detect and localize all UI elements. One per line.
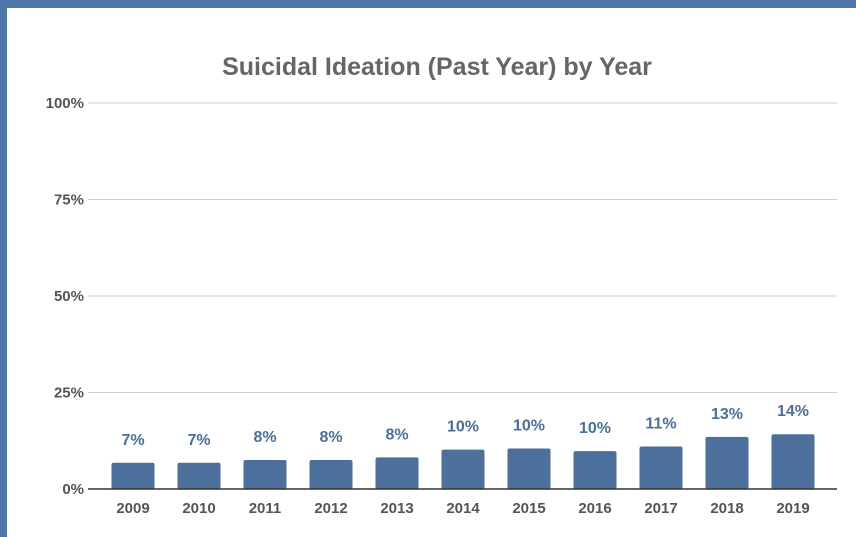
bar-2009 <box>111 462 155 489</box>
data-label-2010: 7% <box>187 432 210 449</box>
bar-2014 <box>441 449 485 489</box>
bar-2011 <box>243 460 287 489</box>
y-tick-label: 100% <box>46 95 84 112</box>
x-tick-label-2010: 2010 <box>182 500 215 517</box>
x-tick-label-2011: 2011 <box>249 500 282 517</box>
bar-2012 <box>309 460 353 489</box>
y-axis-tick-labels: 0% 25% 50% 75% 100% <box>46 95 84 498</box>
bar-2010 <box>177 462 221 489</box>
x-axis-tick-labels: 2009 2010 2011 2012 2013 2014 2015 2016 2017 2018… <box>116 500 809 517</box>
x-tick-label-2013: 2013 <box>380 500 413 517</box>
bar-2018 <box>705 436 749 489</box>
data-label-2016: 10% <box>579 420 611 437</box>
y-tick-label: 50% <box>54 288 84 305</box>
x-tick-label-2014: 2014 <box>446 500 480 517</box>
x-tick-label-2015: 2015 <box>512 500 545 517</box>
y-tick-label: 75% <box>54 192 84 209</box>
y-tick-label: 25% <box>54 385 84 402</box>
data-label-2012: 8% <box>319 429 342 446</box>
data-label-2013: 8% <box>385 426 408 443</box>
data-label-2015: 10% <box>513 417 545 434</box>
bar-chart: Suicidal Ideation (Past Year) by Year 0%… <box>46 53 837 517</box>
bar-2019 <box>771 434 815 489</box>
data-label-2014: 10% <box>447 419 479 436</box>
chart-title: Suicidal Ideation (Past Year) by Year <box>222 53 652 81</box>
bar-2017 <box>639 446 683 489</box>
gridlines <box>88 102 837 393</box>
bar-2015 <box>507 448 551 489</box>
bars <box>111 434 815 489</box>
x-tick-label-2017: 2017 <box>644 500 677 517</box>
x-tick-label-2012: 2012 <box>314 500 347 517</box>
bar-2013 <box>375 457 419 489</box>
data-label-2018: 13% <box>711 406 743 423</box>
data-labels: 7% 7% 8% 8% 8% 10% 10% 10% 11% 13% 14% <box>121 403 809 449</box>
data-label-2011: 8% <box>253 429 276 446</box>
y-tick-label: 0% <box>62 481 84 498</box>
x-tick-label-2019: 2019 <box>776 500 809 517</box>
x-tick-label-2018: 2018 <box>710 500 743 517</box>
data-label-2019: 14% <box>777 403 809 420</box>
data-label-2009: 7% <box>121 432 144 449</box>
x-tick-label-2016: 2016 <box>578 500 611 517</box>
data-label-2017: 11% <box>645 416 676 433</box>
x-tick-label-2009: 2009 <box>116 500 149 517</box>
bar-2016 <box>573 451 617 489</box>
